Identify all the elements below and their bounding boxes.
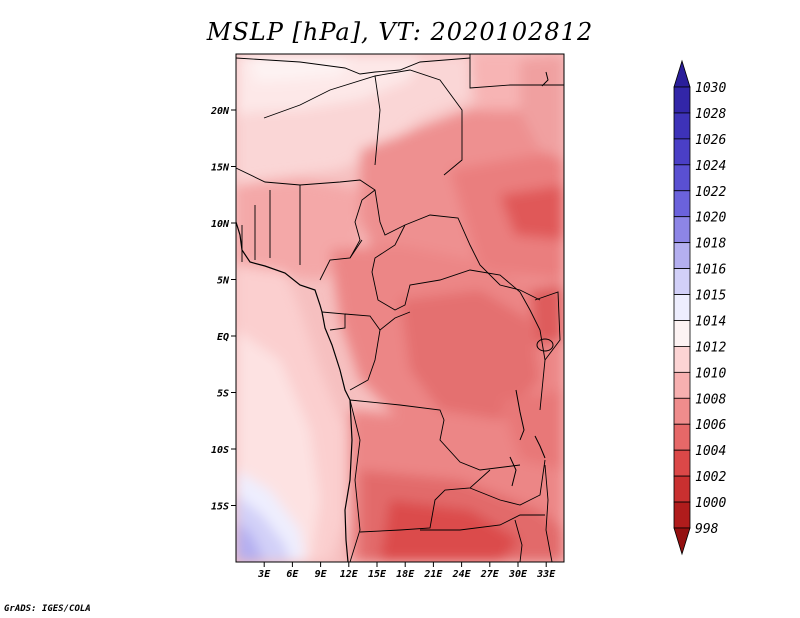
colorbar-label: 1012 [695,340,726,355]
lakes [509,71,554,487]
colorbar-segment [673,475,691,503]
lat-label: 15N [211,163,230,174]
colorbar-segment [673,268,691,295]
lon-label: 12E [340,569,359,580]
lat-label: 20N [210,106,230,117]
coastlines [236,221,353,562]
colorbar-segment [673,242,691,269]
map-title: MSLP [hPa], VT: 2020102812 [206,18,594,46]
lon-label: 27E [480,569,500,580]
lat-label: 10N [211,219,230,230]
colorbar-label: 1030 [695,81,726,96]
country-borders [236,54,564,562]
colorbar-segment [673,190,691,218]
lat-label: EQ [217,332,229,343]
colorbar-label: 1002 [695,470,726,485]
colorbar-label: 1008 [695,392,726,407]
colorbar-label: 1000 [695,496,726,511]
colorbar-segment [673,164,691,192]
colorbar-label: 1006 [695,418,726,433]
lon-label: 24E [452,569,472,580]
colorbar-segment [673,216,691,244]
colorbar-segment [673,346,691,373]
lon-label: 15E [368,569,387,580]
colorbar-segment [673,423,691,451]
colorbar-label: 1022 [695,185,726,200]
colorbar-top-arrow [673,59,691,88]
grads-credit: GrADS: IGES/COLA [4,604,91,614]
lon-label: 33E [536,569,556,580]
colorbar-segment [673,371,691,399]
colorbar-segment [673,320,691,347]
colorbar-segment [673,449,691,477]
lat-axis: 20N 15N 10N 5N EQ 5S 10S 15S [210,106,236,513]
colorbar-label: 1024 [695,159,726,174]
lon-label: 21E [423,569,443,580]
lon-label: 6E [286,569,299,580]
lat-label: 10S [211,445,229,456]
lat-label: 15S [211,502,229,513]
colorbar-label: 1004 [695,444,726,459]
colorbar-label: 1010 [695,366,726,381]
colorbar-label: 1018 [695,237,726,252]
colorbar-segment [673,112,691,140]
lon-label: 30E [508,569,528,580]
colorbar-segment [673,138,691,166]
lon-label: 9E [315,569,328,580]
lon-axis: 3E 6E 9E 12E 15E 18E 21E 24E 27E 30E 33E [257,562,556,580]
colorbar-bottom-arrow [673,527,691,556]
lon-label: 18E [396,569,415,580]
colorbar-label: 1028 [695,107,726,122]
colorbar-label: 1020 [695,211,726,226]
colorbar-segment [673,501,691,529]
colorbar-segment [673,294,691,321]
colorbar-label: 1015 [695,289,726,304]
colorbar: 1030 1028 1026 1024 1022 1020 1018 1016 1015 1014… [673,59,726,556]
colorbar-label: 1016 [695,263,726,278]
lon-label: 3E [257,569,271,580]
colorbar-segment [673,397,691,425]
colorbar-label: 1026 [695,133,726,148]
colorbar-label: 998 [695,522,719,537]
lat-label: 5N [217,276,230,287]
colorbar-segment [673,86,691,114]
map-frame [235,53,565,563]
lat-label: 5S [217,389,229,400]
colorbar-label: 1014 [695,314,726,329]
